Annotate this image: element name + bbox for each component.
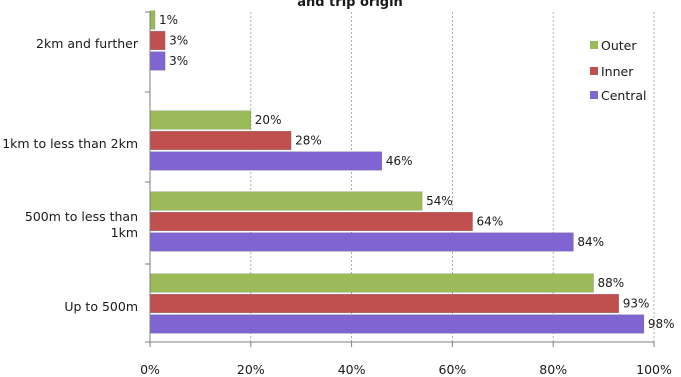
x-tick-label: 100% <box>636 362 672 377</box>
data-label: 98% <box>648 317 675 331</box>
x-tick-label: 60% <box>439 362 467 377</box>
bars: 1% 3% 3% 20% 28% 46% 54% 64% 84% 88% 93% 98% <box>149 10 675 334</box>
bar-outer <box>149 273 594 293</box>
data-label: 88% <box>598 276 625 290</box>
axes: 0% 20% 40% 60% 80% 100% 2km and further 1km to … <box>2 11 672 377</box>
bar-inner <box>149 31 166 50</box>
grid-lines <box>250 12 655 342</box>
bar-inner <box>149 212 473 231</box>
legend-label-central: Central <box>601 88 647 103</box>
data-label: 93% <box>623 297 650 311</box>
data-label: 20% <box>255 113 282 127</box>
category-label: 1km <box>111 225 138 240</box>
x-tick-label: 80% <box>539 362 567 377</box>
data-label: 54% <box>426 194 453 208</box>
data-label: 1% <box>159 13 178 27</box>
x-tick-label: 0% <box>140 362 160 377</box>
data-label: 46% <box>386 154 413 168</box>
legend-label-outer: Outer <box>601 38 637 53</box>
bar-outer <box>149 191 423 211</box>
chart-title: and trip origin <box>297 0 403 10</box>
bar-outer <box>149 10 156 30</box>
data-label: 84% <box>577 235 604 249</box>
legend-swatch-outer <box>590 41 598 49</box>
data-label: 64% <box>477 215 504 229</box>
legend-label-inner: Inner <box>601 64 634 79</box>
bar-inner <box>149 294 619 313</box>
bar-central <box>149 151 383 171</box>
category-label: Up to 500m <box>64 299 138 314</box>
data-label: 28% <box>295 134 322 148</box>
bar-central <box>149 51 166 71</box>
x-tick-label: 20% <box>237 362 265 377</box>
data-label: 3% <box>169 34 188 48</box>
data-label: 3% <box>169 54 188 68</box>
category-label: 1km to less than 2km <box>2 136 138 151</box>
category-label: 500m to less than <box>25 209 138 224</box>
category-label: 2km and further <box>36 36 139 51</box>
bar-outer <box>149 110 252 130</box>
bar-central <box>149 232 574 252</box>
legend: Outer Inner Central <box>590 38 647 103</box>
legend-swatch-inner <box>590 67 598 75</box>
bar-central <box>149 314 645 334</box>
x-tick-label: 40% <box>338 362 366 377</box>
legend-swatch-central <box>590 91 598 99</box>
bar-inner <box>149 131 292 150</box>
